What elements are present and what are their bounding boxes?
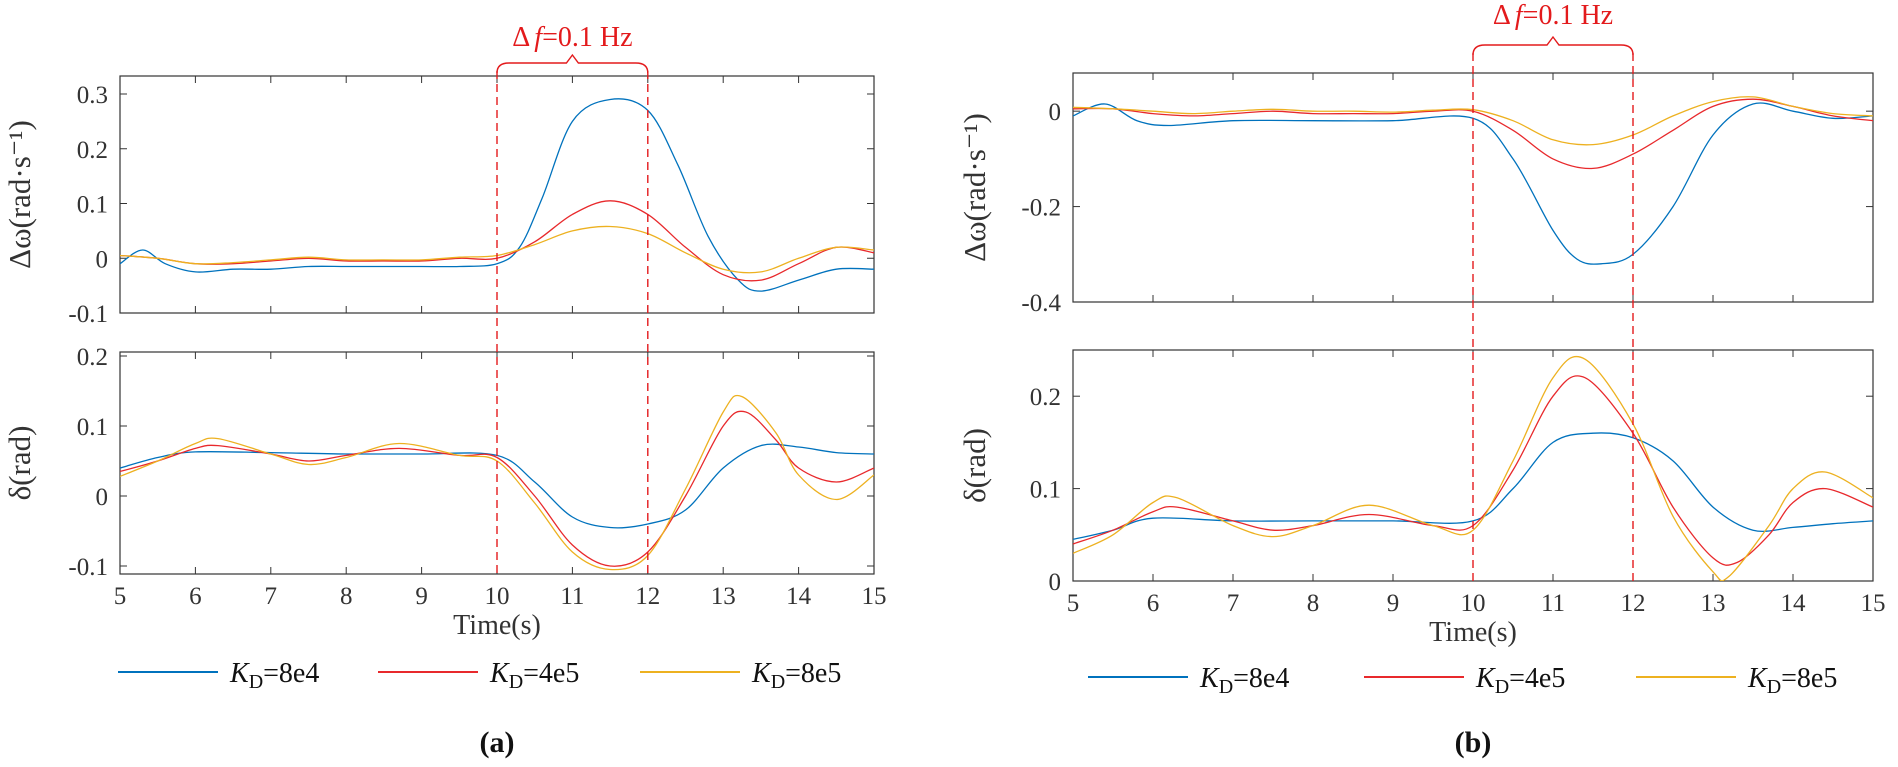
legend-value: =8e4 [263, 658, 319, 689]
x-tick-label: 13 [1701, 590, 1726, 617]
y-tick-label: -0.1 [68, 554, 108, 581]
annotation-delta: Δ [1493, 0, 1511, 31]
annotation-bracket [1472, 35, 1634, 56]
y-tick-label: -0.1 [68, 301, 108, 328]
y-axis-label: Δω(rad·s⁻¹) [2, 120, 37, 269]
legend-sub: D [1219, 676, 1233, 698]
legend-k: K [489, 658, 510, 689]
subplot-domega: 0.3 0.2 0.1 0 -0.1 Δω(rad·s⁻¹) [2, 75, 875, 328]
y-tick-label: 0.2 [77, 137, 108, 164]
subplot-delta: 0.2 0.1 0 -0.15 6 7 8 9 10 11 12 13 14 15 Time(s) δ(rad… [2, 344, 887, 641]
x-tick-label: 8 [1307, 590, 1320, 617]
legend-sub: D [771, 671, 785, 693]
x-tick-label: 6 [189, 583, 202, 610]
series-line-kd-8e4 [120, 98, 874, 292]
legend-value: =8e4 [1233, 663, 1289, 694]
x-tick-label: 5 [1067, 590, 1080, 617]
legend-value: =8e5 [785, 658, 841, 689]
panel-a: 0.30.20.10-0.1Δω(rad·s⁻¹)0.20.10-0.15 6 7 8… [2, 22, 887, 759]
panel-caption: (b) [1455, 726, 1492, 759]
subplot-domega: 0 -0.2 -0.4 Δω(rad·s⁻¹) [957, 72, 1874, 317]
x-tick-label: 9 [1387, 590, 1400, 617]
x-tick-label: 15 [862, 583, 887, 610]
x-tick-label: 6 [1147, 590, 1160, 617]
legend-label: KD=8e5 [1747, 663, 1837, 698]
series-line-kd-8e5 [120, 394, 874, 571]
series-line-kd-8e5 [1073, 355, 1873, 581]
x-tick-label: 8 [340, 583, 353, 610]
legend-label: KD=8e4 [229, 658, 319, 693]
legend-k: K [1747, 663, 1768, 694]
y-axis-label: δ(rad) [2, 426, 37, 501]
x-tick-label: 7 [265, 583, 278, 610]
x-tick-label: 14 [786, 583, 812, 610]
x-tick-label: 10 [1461, 590, 1486, 617]
x-tick-label: 11 [1541, 590, 1565, 617]
y-axis-label: δ(rad) [957, 428, 992, 503]
y-tick-label: 0 [1049, 99, 1062, 126]
x-axis-label: Time(s) [453, 610, 541, 641]
legend-sub: D [249, 671, 263, 693]
x-tick-label: 11 [560, 583, 584, 610]
legend-value: =4e5 [523, 658, 579, 689]
panel-b: 0-0.2-0.4Δω(rad·s⁻¹)0.20.105 6 7 8 9 10 11 12 13… [957, 0, 1886, 759]
y-tick-label: 0 [1049, 569, 1062, 596]
legend-sub: D [509, 671, 523, 693]
subplot-delta: 0.2 0.1 05 6 7 8 9 10 11 12 13 14 15 Time(s) δ(rad) [957, 349, 1886, 648]
legend-value: =4e5 [1509, 663, 1565, 694]
annotation-bracket [496, 53, 649, 74]
legend-label: KD=8e4 [1199, 663, 1289, 698]
legend-k: K [1475, 663, 1496, 694]
legend: KD=8e4 KD=4e5 KD=8e5 [1088, 663, 1837, 698]
legend-label: KD=8e5 [751, 658, 841, 693]
x-tick-label: 13 [711, 583, 736, 610]
y-tick-label: 0.2 [1030, 384, 1061, 411]
series-line-kd-8e4 [120, 443, 874, 529]
y-tick-label: -0.4 [1021, 290, 1061, 317]
series-line-kd-4e5 [120, 410, 874, 567]
y-tick-label: 0 [96, 246, 109, 273]
annotation-value: =0.1 Hz [1523, 0, 1613, 31]
x-tick-label: 7 [1227, 590, 1240, 617]
legend-sub: D [1767, 676, 1781, 698]
annotation-delta: Δ [512, 22, 530, 53]
legend-value: =8e5 [1781, 663, 1837, 694]
y-tick-label: 0.1 [77, 192, 108, 219]
y-tick-label: -0.2 [1021, 195, 1061, 222]
series-line-kd-4e5 [1073, 375, 1873, 566]
legend-k: K [1199, 663, 1220, 694]
legend-k: K [229, 658, 250, 689]
y-tick-label: 0.2 [77, 344, 108, 371]
series-line-kd-8e4 [1073, 432, 1873, 541]
x-tick-label: 12 [1621, 590, 1646, 617]
series-line-kd-8e4 [1073, 102, 1873, 265]
legend-k: K [751, 658, 772, 689]
x-tick-label: 9 [415, 583, 428, 610]
x-axis-label: Time(s) [1429, 617, 1517, 648]
x-tick-label: 5 [114, 583, 127, 610]
x-tick-label: 15 [1861, 590, 1886, 617]
y-tick-label: 0 [96, 484, 109, 511]
panel-caption: (a) [480, 726, 515, 759]
legend-sub: D [1495, 676, 1509, 698]
annotation-f: f [534, 22, 545, 53]
legend-label: KD=4e5 [1475, 663, 1565, 698]
legend-label: KD=4e5 [489, 658, 579, 693]
y-axis-label: Δω(rad·s⁻¹) [957, 113, 992, 262]
y-tick-label: 0.3 [77, 82, 108, 109]
annotation-f: f [1515, 0, 1526, 31]
x-tick-label: 14 [1781, 590, 1807, 617]
x-tick-label: 10 [485, 583, 510, 610]
annotation-value: =0.1 Hz [542, 22, 632, 53]
legend: KD=8e4 KD=4e5 KD=8e5 [118, 658, 841, 693]
y-tick-label: 0.1 [77, 414, 108, 441]
y-tick-label: 0.1 [1030, 477, 1061, 504]
x-tick-label: 12 [635, 583, 660, 610]
